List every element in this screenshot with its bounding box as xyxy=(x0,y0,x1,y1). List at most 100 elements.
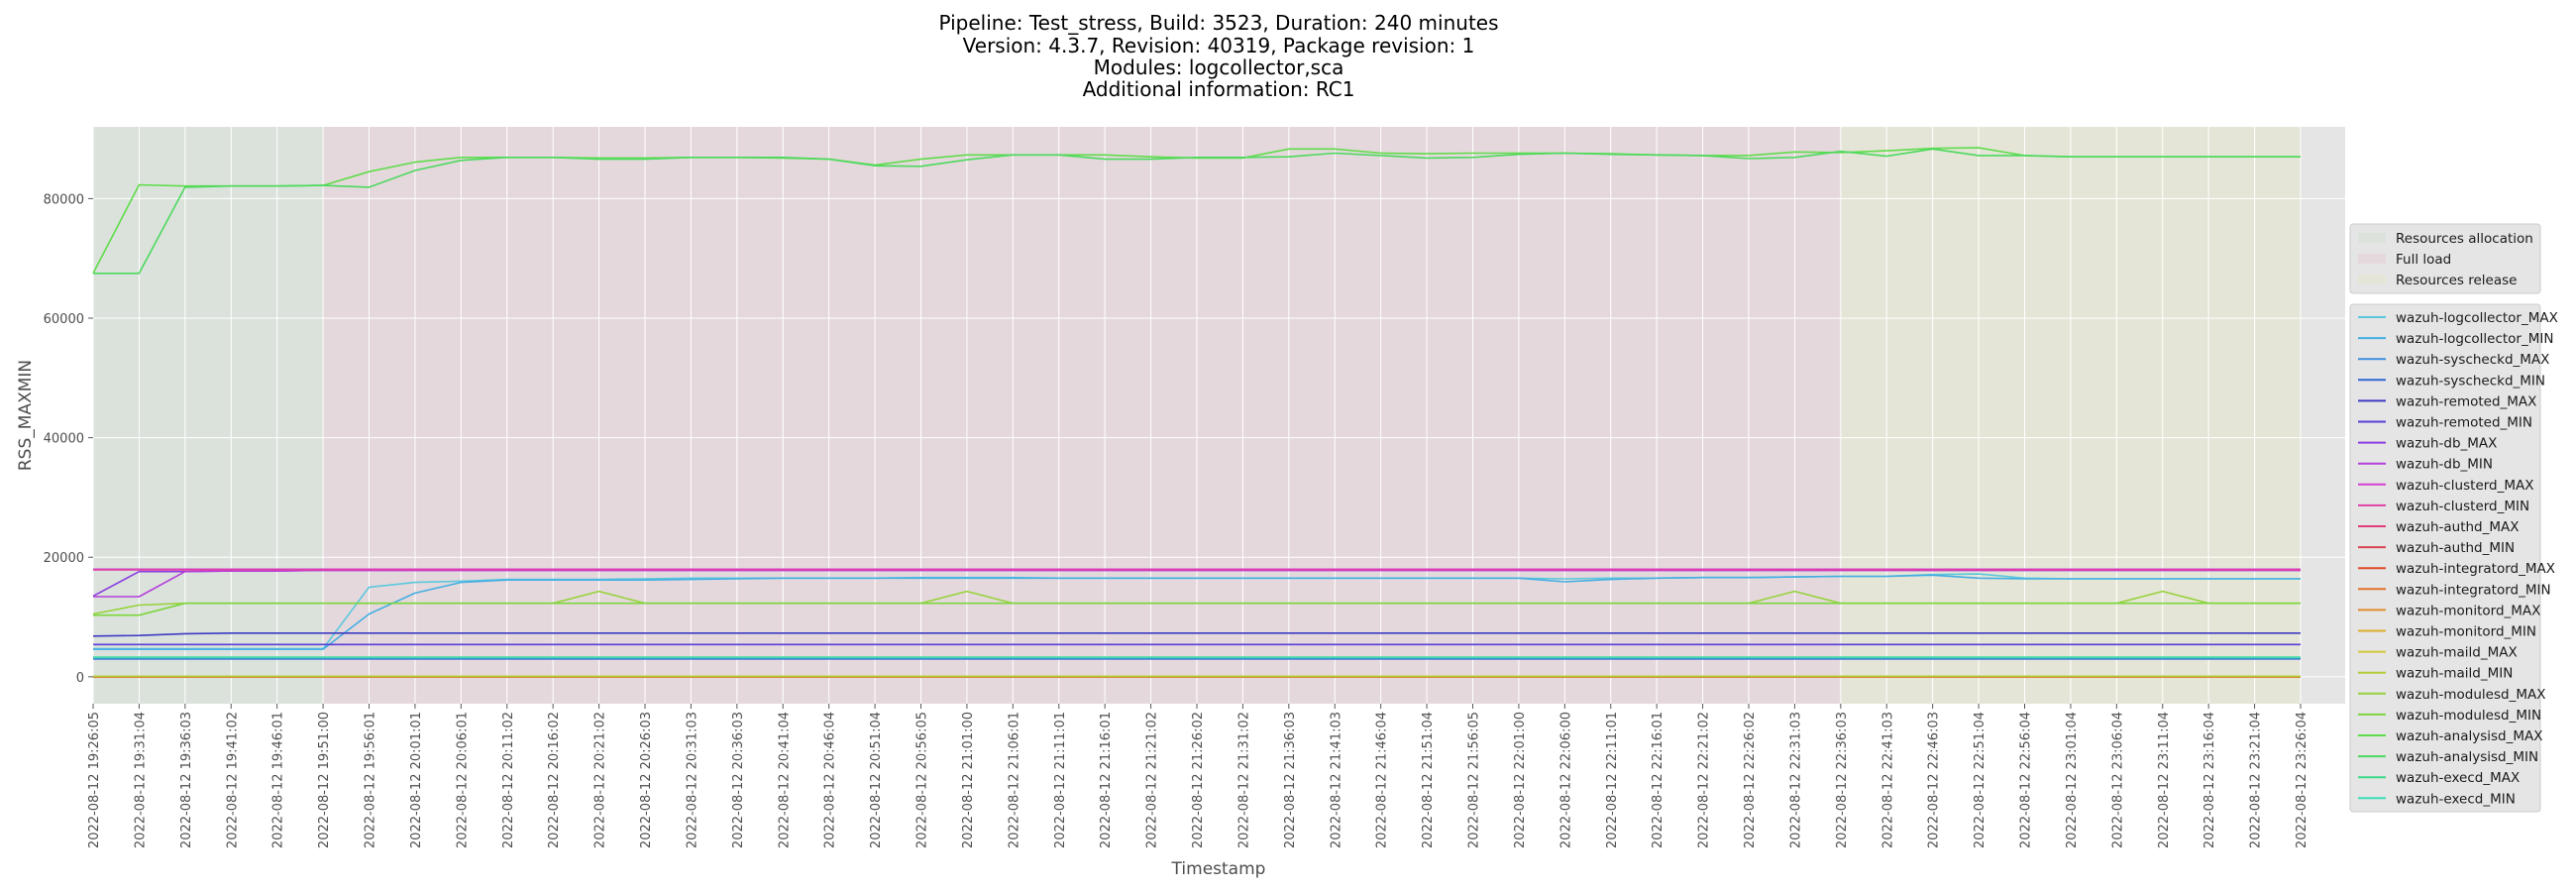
x-tick-label: 2022-08-12 20:46:04 xyxy=(823,712,838,848)
series-legend-label: wazuh-remoted_MAX xyxy=(2396,393,2536,409)
series-legend-label: wazuh-syscheckd_MAX xyxy=(2396,352,2549,368)
phase-legend: Resources allocation Full load Resources r… xyxy=(2349,223,2541,294)
series-legend-box xyxy=(2349,303,2541,813)
title-line-1: Pipeline: Test_stress, Build: 3523, Dura… xyxy=(938,11,1498,35)
x-tick-label: 2022-08-12 22:21:02 xyxy=(1697,712,1712,848)
series-legend-label: wazuh-monitord_MIN xyxy=(2396,624,2536,640)
phase-legend-swatch xyxy=(2358,254,2386,264)
series-legend: wazuh-logcollector_MAX wazuh-logcollector… xyxy=(2349,303,2558,813)
x-tick-label: 2022-08-12 20:11:02 xyxy=(501,712,516,848)
phase-legend-label: Resources release xyxy=(2396,273,2517,288)
x-tick-label: 2022-08-12 20:16:02 xyxy=(547,712,562,848)
x-tick-label: 2022-08-12 21:11:01 xyxy=(1053,712,1068,848)
series-line-wazuh-remoted_MAX xyxy=(92,631,2301,637)
x-tick-label: 2022-08-12 21:46:04 xyxy=(1375,712,1390,848)
y-tick-label: 0 xyxy=(76,671,84,686)
x-tick-label: 2022-08-12 19:36:03 xyxy=(179,712,194,848)
x-tick-label: 2022-08-12 22:16:01 xyxy=(1651,712,1665,848)
phase-legend-swatch xyxy=(2358,275,2386,284)
x-tick-label: 2022-08-12 20:41:04 xyxy=(777,712,792,848)
y-tick-label: 20000 xyxy=(44,551,84,566)
series-line-wazuh-modulesd_MIN xyxy=(93,602,2301,616)
x-tick-label: 2022-08-12 23:16:04 xyxy=(2202,712,2217,848)
x-tick-label: 2022-08-12 22:11:01 xyxy=(1605,712,1620,848)
x-tick-label: 2022-08-12 21:36:03 xyxy=(1283,712,1298,848)
series-legend-label: wazuh-maild_MAX xyxy=(2396,645,2518,661)
x-tick-label: 2022-08-12 19:46:01 xyxy=(271,712,286,848)
x-tick-label: 2022-08-12 21:31:02 xyxy=(1236,712,1251,848)
x-tick-label: 2022-08-12 22:01:00 xyxy=(1513,712,1528,848)
x-tick-label: 2022-08-12 20:31:03 xyxy=(685,712,699,848)
chart-title: Pipeline: Test_stress, Build: 3523, Dura… xyxy=(938,11,1498,101)
series-legend-label: wazuh-remoted_MIN xyxy=(2396,415,2532,431)
title-line-3: Modules: logcollector,sca xyxy=(1094,56,1344,79)
series-legend-label: wazuh-authd_MIN xyxy=(2396,540,2515,556)
x-tick-label: 2022-08-12 21:16:01 xyxy=(1099,712,1114,848)
x-tick-label: 2022-08-12 21:51:04 xyxy=(1421,712,1436,848)
x-tick-label: 2022-08-12 19:31:04 xyxy=(133,712,148,848)
x-axis-ticks: 2022-08-12 19:26:05 2022-08-12 19:31:04 20… xyxy=(87,704,2309,848)
y-tick-label: 40000 xyxy=(44,432,84,447)
x-tick-label: 2022-08-12 23:21:04 xyxy=(2249,712,2264,848)
x-tick-label: 2022-08-12 22:56:04 xyxy=(2019,712,2034,848)
x-tick-label: 2022-08-12 22:31:03 xyxy=(1788,712,1803,848)
series-legend-label: wazuh-execd_MIN xyxy=(2396,791,2516,807)
phase-legend-box xyxy=(2349,223,2541,294)
phase-legend-label: Full load xyxy=(2396,252,2451,268)
x-tick-label: 2022-08-12 19:56:01 xyxy=(364,712,378,848)
x-tick-label: 2022-08-12 23:26:04 xyxy=(2295,712,2309,848)
series-legend-label: wazuh-integratord_MAX xyxy=(2396,561,2555,577)
x-tick-label: 2022-08-12 22:51:04 xyxy=(1973,712,1987,848)
series-legend-label: wazuh-monitord_MAX xyxy=(2396,603,2540,618)
y-axis-ticks: 0 20000 40000 60000 80000 xyxy=(44,192,93,686)
x-tick-label: 2022-08-12 22:41:03 xyxy=(1880,712,1895,848)
title-line-4: Additional information: RC1 xyxy=(1083,77,1355,101)
series-legend-label: wazuh-clusterd_MIN xyxy=(2396,499,2529,514)
x-tick-label: 2022-08-12 20:36:03 xyxy=(731,712,746,848)
series-legend-label: wazuh-analysisd_MAX xyxy=(2396,728,2543,744)
phase-legend-swatch xyxy=(2358,233,2386,243)
series-legend-label: wazuh-authd_MAX xyxy=(2396,519,2520,535)
x-tick-label: 2022-08-12 22:06:00 xyxy=(1558,712,1573,848)
x-axis-label: Timestamp xyxy=(1171,859,1266,879)
series-legend-label: wazuh-execd_MAX xyxy=(2396,770,2520,786)
x-tick-label: 2022-08-12 22:26:02 xyxy=(1743,712,1758,848)
series-legend-label: wazuh-logcollector_MIN xyxy=(2396,331,2553,347)
x-tick-label: 2022-08-12 20:56:05 xyxy=(915,712,930,848)
x-tick-label: 2022-08-12 21:06:01 xyxy=(1007,712,1021,848)
title-line-2: Version: 4.3.7, Revision: 40319, Package… xyxy=(963,34,1475,57)
series-line-wazuh-analysisd_MIN xyxy=(93,148,2301,275)
series-legend-label: wazuh-maild_MIN xyxy=(2396,666,2513,682)
series-lines xyxy=(92,147,2301,679)
y-tick-label: 80000 xyxy=(44,192,84,207)
x-tick-label: 2022-08-12 23:06:04 xyxy=(2110,712,2125,848)
x-tick-label: 2022-08-12 21:26:02 xyxy=(1191,712,1206,848)
phase-band xyxy=(323,127,1841,704)
x-tick-label: 2022-08-12 19:41:02 xyxy=(225,712,240,848)
x-tick-label: 2022-08-12 20:51:04 xyxy=(869,712,884,848)
x-tick-label: 2022-08-12 19:51:00 xyxy=(317,712,332,848)
grid-lines xyxy=(92,127,2345,704)
x-tick-label: 2022-08-12 23:01:04 xyxy=(2065,712,2080,848)
y-tick-label: 60000 xyxy=(44,312,84,327)
series-legend-label: wazuh-analysisd_MIN xyxy=(2396,749,2538,765)
series-legend-label: wazuh-syscheckd_MIN xyxy=(2396,373,2545,389)
series-legend-label: wazuh-clusterd_MAX xyxy=(2396,478,2534,494)
y-axis-label: RSS_MAXMIN xyxy=(16,360,36,471)
x-tick-label: 2022-08-12 19:26:05 xyxy=(87,712,102,848)
x-tick-label: 2022-08-12 21:01:00 xyxy=(961,712,976,848)
series-legend-label: wazuh-logcollector_MAX xyxy=(2396,310,2558,326)
phase-band xyxy=(93,127,324,704)
x-tick-label: 2022-08-12 20:21:02 xyxy=(593,712,608,848)
x-tick-label: 2022-08-12 20:01:01 xyxy=(409,712,424,848)
series-legend-label: wazuh-db_MIN xyxy=(2396,457,2493,473)
series-line-wazuh-logcollector_MIN xyxy=(93,574,2301,650)
phase-legend-label: Resources allocation xyxy=(2396,231,2533,247)
x-tick-label: 2022-08-12 22:46:03 xyxy=(1927,712,1942,848)
x-tick-label: 2022-08-12 21:21:02 xyxy=(1145,712,1160,848)
x-tick-label: 2022-08-12 20:26:03 xyxy=(639,712,654,848)
series-legend-label: wazuh-db_MAX xyxy=(2396,436,2497,452)
x-tick-label: 2022-08-12 21:41:03 xyxy=(1329,712,1343,848)
x-tick-label: 2022-08-12 23:11:04 xyxy=(2157,712,2172,848)
